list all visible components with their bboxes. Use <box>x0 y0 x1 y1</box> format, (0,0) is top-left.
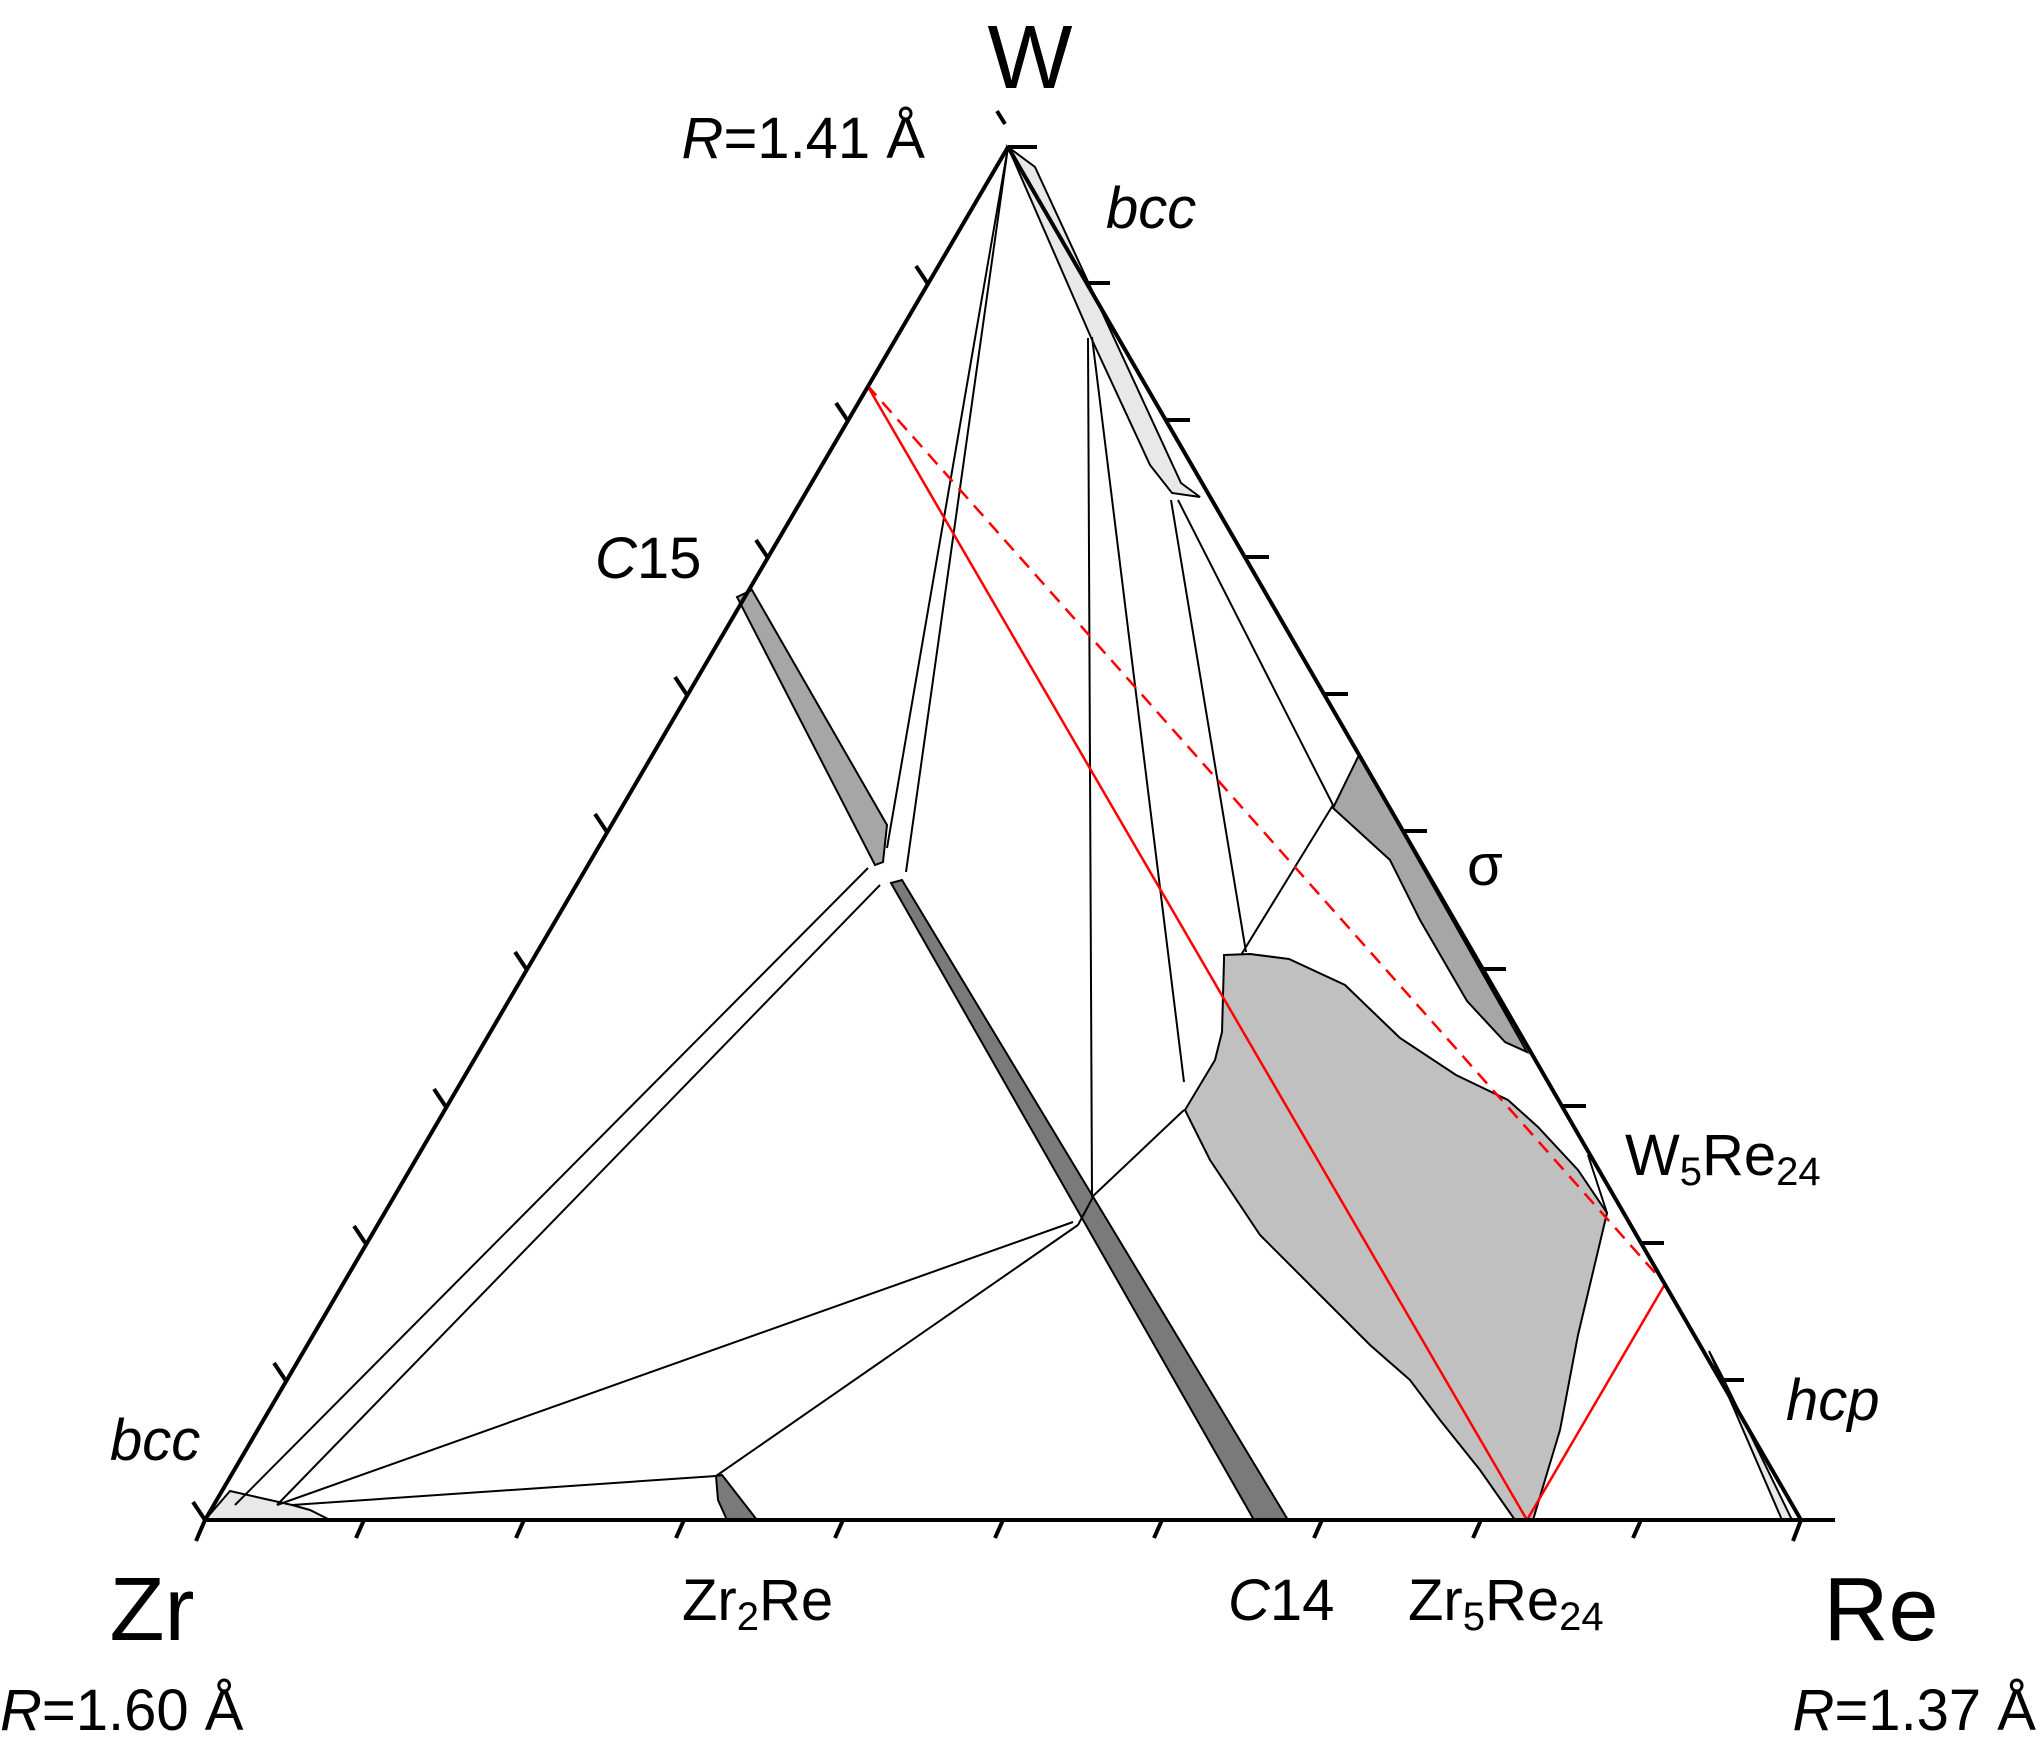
tick-mark <box>1312 1519 1324 1539</box>
tick-mark <box>1471 1519 1483 1539</box>
tie-line <box>905 146 1009 873</box>
phase-label-w5re24: W5Re24 <box>1625 1123 1821 1194</box>
vertex-label-re: Re <box>1823 1560 1938 1660</box>
c15-region <box>735 588 889 867</box>
radius-label-w: R=1.41 Å <box>682 106 926 171</box>
tick-mark <box>1791 1519 1803 1542</box>
tick-mark <box>833 1519 845 1539</box>
phase-labels: bcc bcc hcp σ C15 C14 Zr2Re Zr5Re24 W5Re… <box>110 176 1880 1639</box>
tie-line <box>276 884 881 1506</box>
phase-label-hcp: hcp <box>1786 1368 1880 1433</box>
ticks <box>191 109 1803 1542</box>
tick-mark <box>513 950 529 972</box>
tick-mark <box>995 109 1007 126</box>
tie-line <box>1587 1154 1608 1214</box>
tick-mark <box>754 538 770 560</box>
tick-mark <box>194 1519 207 1542</box>
tick-mark <box>432 1087 448 1109</box>
tick-mark <box>834 401 850 423</box>
tie-line <box>276 1221 1074 1506</box>
tick-mark <box>354 1519 366 1539</box>
phase-label-zr2re: Zr2Re <box>682 1568 833 1639</box>
tick-mark <box>993 1519 1005 1539</box>
phase-label-bcc-w: bcc <box>1106 176 1196 241</box>
tie-line <box>715 1224 1079 1477</box>
phase-label-bcc-zr: bcc <box>110 1408 200 1473</box>
sigma-region <box>1331 752 1530 1055</box>
phase-label-c15: C15 <box>595 526 701 591</box>
radius-label-zr: R=1.60 Å <box>0 1678 244 1741</box>
red-solid-line <box>1525 1283 1667 1521</box>
tie-line <box>886 146 1009 849</box>
red-solid-line <box>865 384 1529 1521</box>
red-lines <box>865 384 1667 1521</box>
tie-line <box>1177 499 1334 806</box>
bcc-w-region <box>1005 143 1201 498</box>
tie-line <box>291 1475 717 1506</box>
tick-mark <box>914 264 930 286</box>
tick-mark <box>272 1361 288 1383</box>
tick-mark <box>593 812 609 834</box>
radius-label-re: R=1.37 Å <box>1793 1678 2037 1741</box>
vertex-labels: W Zr Re R=1.41 Å R=1.60 Å R=1.37 Å <box>0 8 2036 1741</box>
vertex-label-w: W <box>988 8 1073 108</box>
triangle-edge-left <box>203 145 1010 1522</box>
tick-mark <box>1152 1519 1164 1539</box>
triangle-edge-right <box>1006 145 1803 1522</box>
vertex-label-zr: Zr <box>110 1560 195 1660</box>
tick-mark <box>673 675 689 697</box>
zr2re-region <box>714 1473 760 1521</box>
tick-mark <box>514 1519 526 1539</box>
tick-mark <box>352 1224 368 1246</box>
tick-mark <box>191 1500 207 1522</box>
bcc-zr-region <box>202 1489 333 1522</box>
tie-line <box>234 867 869 1506</box>
tick-mark <box>674 1519 686 1539</box>
phase-regions <box>202 143 1794 1522</box>
phase-label-c14: C14 <box>1228 1568 1334 1633</box>
triangle <box>203 145 1835 1522</box>
tie-line <box>1091 336 1185 1083</box>
tie-line <box>1077 1196 1094 1226</box>
tie-line <box>1170 499 1247 953</box>
red-dashed-line <box>866 384 1666 1285</box>
phase-label-sigma: σ <box>1467 833 1503 898</box>
tie-lines <box>234 146 1608 1506</box>
phase-label-zr5re24: Zr5Re24 <box>1408 1568 1604 1639</box>
tick-mark <box>1631 1519 1643 1539</box>
tie-line <box>1091 1109 1185 1198</box>
tie-line <box>1240 804 1334 956</box>
